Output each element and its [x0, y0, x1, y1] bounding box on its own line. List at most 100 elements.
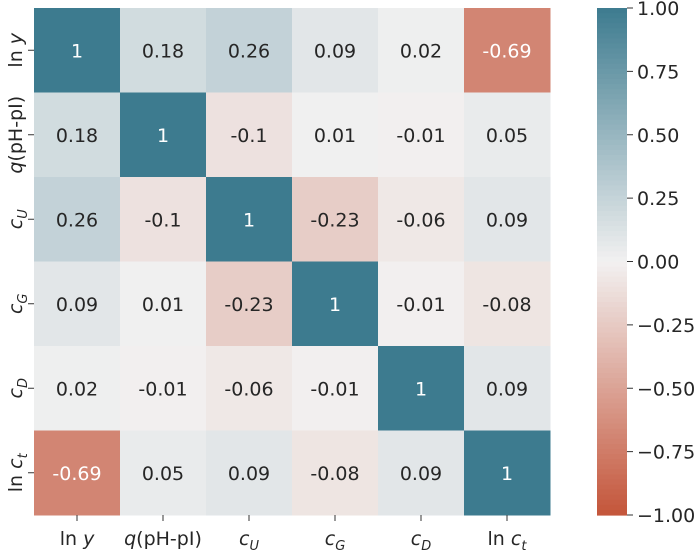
cell-value-label: 0.09: [400, 463, 442, 485]
colorbar-segment: [597, 494, 627, 501]
heatmap-cell: [34, 8, 121, 93]
x-tick-label: cU: [239, 528, 259, 554]
cell-value-label: 0.02: [400, 40, 442, 62]
y-tick-label: ln ct: [5, 452, 31, 492]
x-tick-label: cG: [325, 528, 346, 554]
colorbar-segment: [597, 504, 627, 511]
colorbar-segment: [597, 413, 627, 420]
colorbar-segment: [597, 454, 627, 460]
cell-value-label: 0.01: [314, 125, 356, 147]
heatmap-cell: [206, 261, 293, 347]
colorbar-segment: [597, 48, 627, 55]
colorbar-segment: [597, 302, 627, 308]
colorbar-segment: [597, 509, 627, 516]
colorbar-segment: [597, 8, 627, 14]
colorbar-segment: [597, 73, 627, 80]
colorbar-segment: [597, 28, 627, 34]
colorbar-segment: [597, 84, 627, 90]
colorbar-segment: [597, 220, 627, 227]
colorbar-segment: [597, 398, 627, 405]
heatmap-cell: [120, 8, 207, 93]
colorbar-segment: [597, 58, 627, 65]
colorbar-segment: [597, 271, 627, 278]
cell-value-label: -0.01: [396, 125, 445, 147]
colorbar-segment: [597, 464, 627, 470]
colorbar-segment: [597, 170, 627, 176]
heatmap-cell: [292, 430, 379, 516]
cell-value-label: -0.69: [52, 463, 101, 485]
colorbar-segment: [597, 18, 627, 24]
heatmap-cell: [120, 261, 207, 347]
colorbar-segment: [597, 444, 627, 450]
colorbar-tick-label: −1.00: [637, 505, 695, 527]
colorbar-segment: [597, 180, 627, 187]
cell-value-label: -0.23: [310, 209, 359, 231]
colorbar-tick-label: −0.25: [637, 315, 695, 337]
colorbar-segment: [597, 53, 627, 60]
colorbar-segment: [597, 286, 627, 293]
colorbar-segment: [597, 149, 627, 156]
cell-value-label: 0.09: [56, 294, 98, 316]
heatmap-cell: [34, 92, 121, 178]
colorbar-segment: [597, 317, 627, 323]
colorbar-segment: [597, 99, 627, 105]
colorbar-segment: [597, 489, 627, 496]
colorbar-segment: [597, 134, 627, 141]
cell-value-label: 1: [329, 294, 341, 316]
heatmap-cell: [120, 92, 207, 178]
cell-value-label: 1: [157, 125, 169, 147]
cell-value-label: 0.26: [56, 209, 98, 231]
cell-value-label: 0.05: [142, 463, 184, 485]
colorbar-segment: [597, 474, 627, 481]
colorbar-segment: [597, 469, 627, 476]
x-tick-label: cD: [411, 528, 431, 554]
colorbar-segment: [597, 251, 627, 258]
y-tick-label: cG: [5, 293, 31, 314]
cell-value-label: -0.08: [482, 294, 531, 316]
colorbar-segment: [597, 261, 627, 268]
cell-value-label: -0.01: [138, 378, 187, 400]
heatmap-cell: [206, 92, 293, 178]
cell-value-label: -0.69: [482, 40, 531, 62]
cell-value-label: 0.09: [486, 209, 528, 231]
colorbar-segment: [597, 246, 627, 252]
cell-value-label: 1: [501, 463, 513, 485]
colorbar-segment: [597, 291, 627, 298]
colorbar-segment: [597, 109, 627, 116]
colorbar-segment: [597, 423, 627, 430]
heatmap-cell: [464, 261, 551, 347]
cell-value-label: 0.01: [142, 294, 184, 316]
cell-value-label: -0.01: [396, 294, 445, 316]
colorbar-segment: [597, 129, 627, 136]
colorbar-segment: [597, 373, 627, 379]
heatmap-cell: [120, 177, 207, 262]
heatmap-cell: [464, 177, 551, 262]
colorbar-segment: [597, 393, 627, 399]
colorbar-segment: [597, 484, 627, 491]
colorbar-segment: [597, 383, 627, 389]
heatmap-cell: [206, 430, 293, 516]
colorbar-segment: [597, 352, 627, 359]
colorbar-segment: [597, 433, 627, 440]
colorbar-segment: [597, 68, 627, 75]
x-tick-label: ln ct: [488, 528, 528, 554]
colorbar-segment: [597, 266, 627, 273]
heatmap-cell: [464, 92, 551, 178]
cell-value-label: 0.09: [228, 463, 270, 485]
cell-value-label: 0.02: [56, 378, 98, 400]
colorbar-segment: [597, 63, 627, 70]
colorbar-segment: [597, 205, 627, 212]
colorbar-segment: [597, 408, 627, 415]
colorbar-segment: [597, 190, 627, 197]
cell-value-label: 0.26: [228, 40, 270, 62]
colorbar-segment: [597, 175, 627, 181]
colorbar-segment: [597, 33, 627, 40]
colorbar-segment: [597, 195, 627, 202]
heatmap-cell: [378, 177, 465, 262]
colorbar-segment: [597, 160, 627, 166]
heatmap-cell: [378, 261, 465, 347]
heatmap-cell: [34, 346, 121, 431]
colorbar-segment: [597, 362, 627, 369]
y-tick-label: cD: [5, 378, 31, 398]
